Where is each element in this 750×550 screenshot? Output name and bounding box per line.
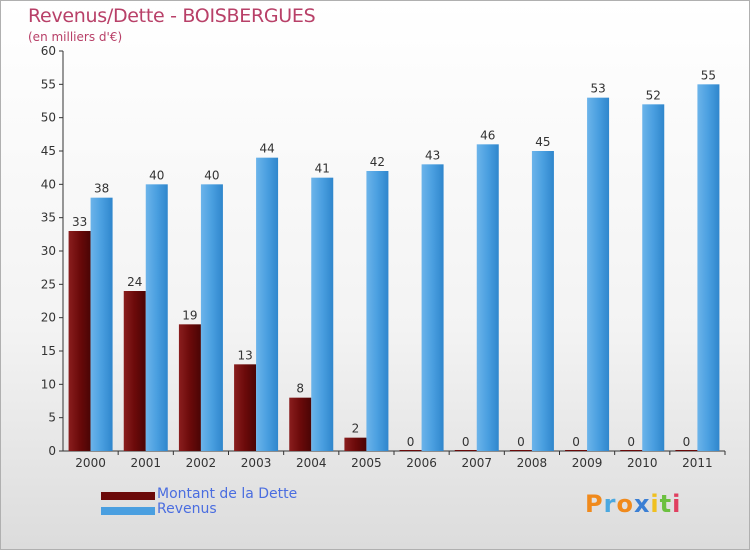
- x-tick-label: 2001: [130, 456, 161, 470]
- bar-dette: [234, 364, 257, 451]
- x-tick-label: 2002: [186, 456, 217, 470]
- y-tick-label: 50: [41, 111, 56, 125]
- y-tick-label: 55: [41, 77, 56, 91]
- y-tick-label: 30: [41, 244, 56, 258]
- data-label-dette: 2: [352, 422, 360, 436]
- bar-dette: [620, 450, 643, 451]
- x-tick-label: 2007: [461, 456, 492, 470]
- y-tick-label: 40: [41, 177, 56, 191]
- data-label-revenus: 44: [259, 142, 274, 156]
- data-label-dette: 13: [237, 348, 252, 362]
- data-label-dette: 33: [72, 215, 87, 229]
- data-label-dette: 8: [296, 382, 304, 396]
- y-tick-label: 20: [41, 311, 56, 325]
- legend-swatch-revenus: [101, 507, 155, 515]
- bar-revenus: [90, 197, 113, 451]
- data-label-revenus: 38: [94, 182, 109, 196]
- chart-title: Revenus/Dette - BOISBERGUES: [28, 5, 316, 27]
- bar-dette: [509, 450, 532, 451]
- bar-revenus: [311, 177, 334, 451]
- data-label-dette: 0: [407, 435, 415, 449]
- bar-dette: [178, 324, 201, 451]
- bar-dette: [123, 291, 146, 451]
- legend-label-dette: Montant de la Dette: [157, 486, 298, 502]
- data-label-dette: 19: [182, 308, 197, 322]
- logo-letter: o: [616, 490, 634, 518]
- data-label-dette: 0: [627, 435, 635, 449]
- data-label-dette: 24: [127, 275, 142, 289]
- logo-letter: P: [585, 490, 604, 518]
- x-tick-label: 2003: [241, 456, 272, 470]
- data-label-revenus: 42: [370, 155, 385, 169]
- y-tick-label: 25: [41, 277, 56, 291]
- y-tick-label: 45: [41, 144, 56, 158]
- y-tick-label: 15: [41, 344, 56, 358]
- x-tick-label: 2006: [406, 456, 437, 470]
- bar-revenus: [476, 144, 499, 452]
- bar-revenus: [642, 104, 665, 451]
- logo-letter: i: [672, 490, 682, 518]
- bar-revenus: [200, 184, 223, 452]
- data-label-dette: 0: [517, 435, 525, 449]
- logo-letter: t: [659, 490, 673, 518]
- data-label-revenus: 46: [480, 128, 495, 142]
- bar-dette: [344, 437, 367, 451]
- y-tick-label: 5: [48, 411, 56, 425]
- x-tick-label: 2010: [627, 456, 658, 470]
- bar-dette: [68, 231, 91, 451]
- y-tick-label: 60: [41, 44, 56, 58]
- y-tick-label: 10: [41, 377, 56, 391]
- x-tick-label: 2004: [296, 456, 327, 470]
- bar-revenus: [587, 97, 610, 452]
- x-tick-label: 2009: [572, 456, 603, 470]
- data-label-dette: 0: [462, 435, 470, 449]
- bar-dette: [675, 450, 698, 451]
- y-tick-label: 35: [41, 211, 56, 225]
- bar-revenus: [256, 157, 279, 451]
- data-label-revenus: 43: [425, 148, 440, 162]
- data-label-revenus: 41: [315, 162, 330, 176]
- bar-dette: [289, 397, 312, 451]
- x-tick-label: 2000: [75, 456, 106, 470]
- data-label-revenus: 40: [149, 168, 164, 182]
- logo-letter: r: [603, 490, 617, 518]
- bar-dette: [454, 450, 477, 451]
- bar-revenus: [697, 84, 720, 451]
- legend-label-revenus: Revenus: [157, 501, 217, 517]
- logo-letter: i: [650, 490, 660, 518]
- data-label-dette: 0: [683, 435, 691, 449]
- y-tick-label: 0: [48, 444, 56, 458]
- bar-revenus: [145, 184, 168, 452]
- bar-dette: [565, 450, 588, 451]
- data-label-revenus: 45: [535, 135, 550, 149]
- bar-revenus: [531, 151, 554, 451]
- data-label-dette: 0: [572, 435, 580, 449]
- data-label-revenus: 40: [204, 168, 219, 182]
- data-label-revenus: 53: [590, 82, 605, 96]
- x-tick-label: 2011: [682, 456, 713, 470]
- data-label-revenus: 55: [701, 68, 716, 82]
- proxiti-logo: Proxiti: [585, 490, 681, 518]
- chart-subtitle: (en milliers d'€): [28, 30, 123, 44]
- bar-revenus: [366, 171, 389, 451]
- x-tick-label: 2008: [517, 456, 548, 470]
- logo-letter: x: [633, 490, 651, 518]
- x-tick-label: 2005: [351, 456, 382, 470]
- data-label-revenus: 52: [646, 88, 661, 102]
- legend-swatch-dette: [101, 492, 155, 500]
- bar-revenus: [421, 164, 444, 452]
- bar-dette: [399, 450, 422, 451]
